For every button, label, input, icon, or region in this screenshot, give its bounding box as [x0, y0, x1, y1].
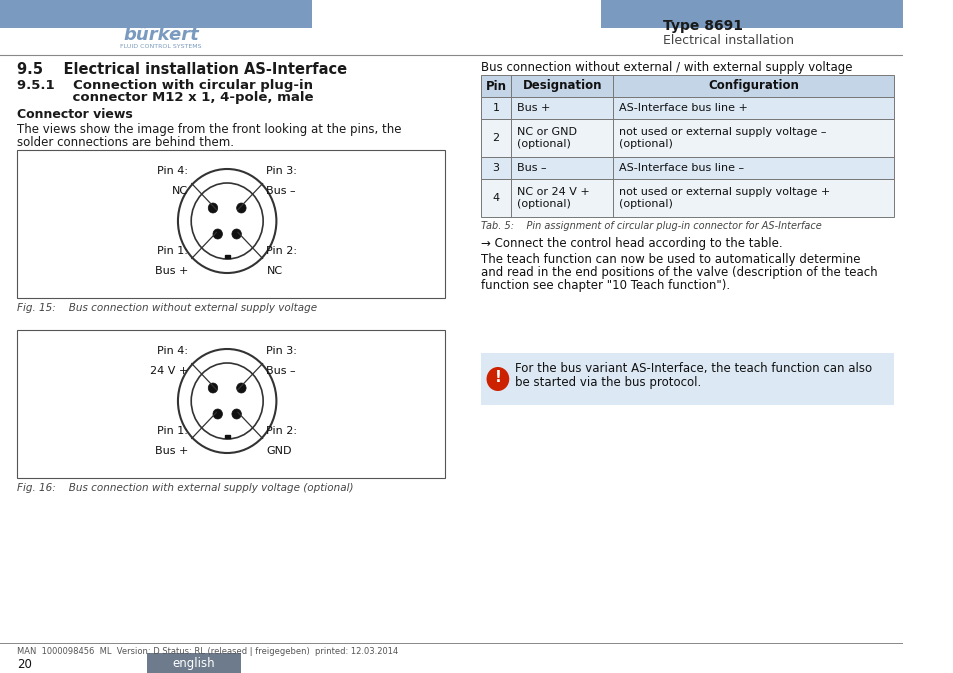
Text: → Connect the control head according to the table.: → Connect the control head according to …	[480, 237, 781, 250]
Text: english: english	[172, 656, 215, 670]
Text: Bus –: Bus –	[266, 365, 295, 376]
Bar	[155, 24, 161, 27]
Text: Configuration: Configuration	[707, 79, 798, 92]
Text: Electrical installation: Electrical installation	[662, 34, 793, 46]
Text: Bus +: Bus +	[154, 446, 188, 456]
Bar	[148, 24, 153, 27]
Bar	[0, 0, 312, 28]
Text: not used or external supply voltage –
(optional): not used or external supply voltage – (o…	[618, 127, 825, 149]
Circle shape	[232, 409, 241, 419]
Circle shape	[236, 203, 246, 213]
Text: The teach function can now be used to automatically determine: The teach function can now be used to au…	[480, 253, 860, 266]
Bar	[480, 157, 893, 179]
Text: 3: 3	[492, 163, 499, 173]
Text: NC: NC	[172, 186, 188, 196]
Bar	[480, 353, 893, 405]
Text: 9.5    Electrical installation AS-Interface: 9.5 Electrical installation AS-Interface	[17, 61, 347, 77]
Text: function see chapter "10 Teach function").: function see chapter "10 Teach function"…	[480, 279, 729, 292]
Text: connector M12 x 1, 4-pole, male: connector M12 x 1, 4-pole, male	[17, 92, 314, 104]
Text: 4: 4	[492, 193, 499, 203]
Text: Bus –: Bus –	[266, 186, 295, 196]
Text: 2: 2	[492, 133, 499, 143]
Bar	[480, 97, 893, 119]
Text: Pin 2:: Pin 2:	[266, 427, 297, 436]
Text: 20: 20	[17, 658, 31, 670]
Bar	[147, 653, 241, 673]
Text: Bus –: Bus –	[517, 163, 546, 173]
Text: For the bus variant AS-Interface, the teach function can also: For the bus variant AS-Interface, the te…	[515, 362, 871, 375]
Text: Pin: Pin	[485, 79, 506, 92]
Text: Designation: Designation	[522, 79, 601, 92]
Text: Pin 3:: Pin 3:	[266, 345, 297, 355]
Circle shape	[213, 409, 222, 419]
Text: 1: 1	[492, 103, 499, 113]
Text: Pin 2:: Pin 2:	[266, 246, 297, 256]
Text: AS-Interface bus line –: AS-Interface bus line –	[618, 163, 743, 173]
Circle shape	[486, 367, 509, 391]
Text: !: !	[494, 371, 501, 386]
Bar	[17, 330, 444, 478]
Text: Pin 4:: Pin 4:	[157, 166, 188, 176]
Bar	[600, 0, 902, 28]
Bar	[225, 435, 230, 438]
Text: Connector views: Connector views	[17, 108, 132, 122]
Circle shape	[236, 383, 246, 393]
Text: Bus connection without external / with external supply voltage: Bus connection without external / with e…	[480, 61, 851, 75]
Text: NC or GND
(optional): NC or GND (optional)	[517, 127, 577, 149]
Circle shape	[208, 383, 217, 393]
Text: 24 V +: 24 V +	[150, 365, 188, 376]
Text: not used or external supply voltage +
(optional): not used or external supply voltage + (o…	[618, 187, 829, 209]
Text: NC: NC	[266, 267, 282, 277]
Text: NC or 24 V +
(optional): NC or 24 V + (optional)	[517, 187, 589, 209]
Bar	[480, 179, 893, 217]
Bar	[17, 150, 444, 298]
Bar	[225, 255, 230, 258]
Text: FLUID CONTROL SYSTEMS: FLUID CONTROL SYSTEMS	[120, 44, 201, 48]
Circle shape	[232, 229, 241, 239]
Text: Bus +: Bus +	[517, 103, 550, 113]
Text: solder connections are behind them.: solder connections are behind them.	[17, 135, 233, 149]
Text: AS-Interface bus line +: AS-Interface bus line +	[618, 103, 747, 113]
Text: Tab. 5:    Pin assignment of circular plug-in connector for AS-Interface: Tab. 5: Pin assignment of circular plug-…	[480, 221, 821, 231]
Bar	[140, 24, 146, 27]
Text: bürkert: bürkert	[123, 26, 198, 44]
Text: 9.5.1    Connection with circular plug-in: 9.5.1 Connection with circular plug-in	[17, 79, 313, 92]
Text: MAN  1000098456  ML  Version: D Status: RL (released | freigegeben)  printed: 12: MAN 1000098456 ML Version: D Status: RL …	[17, 647, 397, 656]
Bar	[480, 119, 893, 157]
Circle shape	[213, 229, 222, 239]
Text: Pin 1:: Pin 1:	[157, 246, 188, 256]
Text: Type 8691: Type 8691	[662, 19, 741, 33]
Text: Fig. 16:    Bus connection with external supply voltage (optional): Fig. 16: Bus connection with external su…	[17, 483, 354, 493]
Text: Pin 1:: Pin 1:	[157, 427, 188, 436]
Text: be started via the bus protocol.: be started via the bus protocol.	[515, 376, 700, 389]
Text: Bus +: Bus +	[154, 267, 188, 277]
Text: GND: GND	[266, 446, 292, 456]
Text: The views show the image from the front looking at the pins, the: The views show the image from the front …	[17, 124, 401, 137]
Circle shape	[208, 203, 217, 213]
Bar	[480, 75, 893, 97]
Text: and read in the end positions of the valve (description of the teach: and read in the end positions of the val…	[480, 266, 877, 279]
Text: Pin 3:: Pin 3:	[266, 166, 297, 176]
Text: Pin 4:: Pin 4:	[157, 345, 188, 355]
Text: Fig. 15:    Bus connection without external supply voltage: Fig. 15: Bus connection without external…	[17, 303, 316, 313]
